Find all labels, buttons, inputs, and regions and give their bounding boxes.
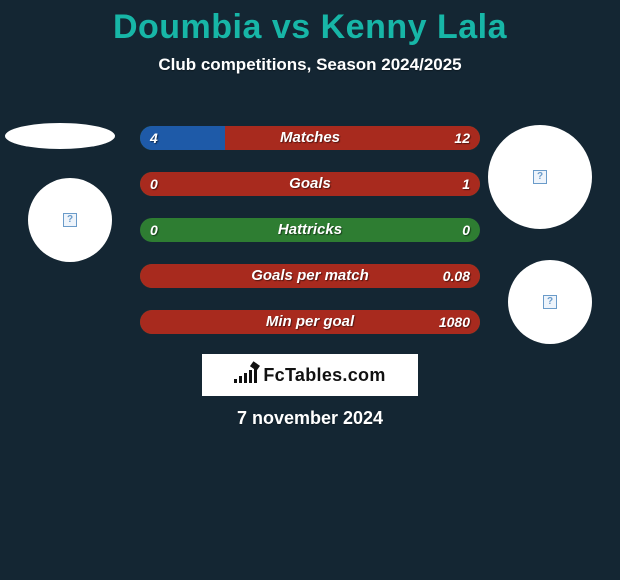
branding-box: FcTables.com [202, 354, 418, 396]
stat-value-right: 1 [462, 172, 470, 196]
stat-row: Matches4 12 [140, 126, 480, 150]
left-player-ellipse [5, 123, 115, 149]
stat-value-left: 4 [150, 126, 158, 150]
image-placeholder-icon: ? [533, 170, 547, 184]
stat-value-right: 1080 [439, 310, 470, 334]
image-placeholder-icon: ? [63, 213, 77, 227]
stat-label: Goals per match [140, 264, 480, 288]
stat-row: Goals0 1 [140, 172, 480, 196]
branding-text: FcTables.com [263, 365, 385, 386]
stat-label: Min per goal [140, 310, 480, 334]
page-subtitle: Club competitions, Season 2024/2025 [0, 55, 620, 75]
stat-row: Hattricks0 0 [140, 218, 480, 242]
stats-comparison: Matches412Goals01Hattricks00Goals per ma… [140, 126, 480, 356]
stat-value-left: 0 [150, 172, 158, 196]
stat-row: Goals per match0.08 [140, 264, 480, 288]
stat-row: Min per goal1080 [140, 310, 480, 334]
stat-value-left: 0 [150, 218, 158, 242]
page-title: Doumbia vs Kenny Lala [0, 0, 620, 47]
branding-chart-icon [234, 367, 257, 383]
left-team-badge: ? [28, 178, 112, 262]
right-player-badge: ? [488, 125, 592, 229]
snapshot-date: 7 november 2024 [0, 408, 620, 429]
right-team-badge: ? [508, 260, 592, 344]
stat-value-right: 0 [462, 218, 470, 242]
stat-label: Goals [140, 172, 480, 196]
stat-label: Matches [140, 126, 480, 150]
stat-value-right: 12 [454, 126, 470, 150]
image-placeholder-icon: ? [543, 295, 557, 309]
stat-label: Hattricks [140, 218, 480, 242]
stat-value-right: 0.08 [443, 264, 470, 288]
